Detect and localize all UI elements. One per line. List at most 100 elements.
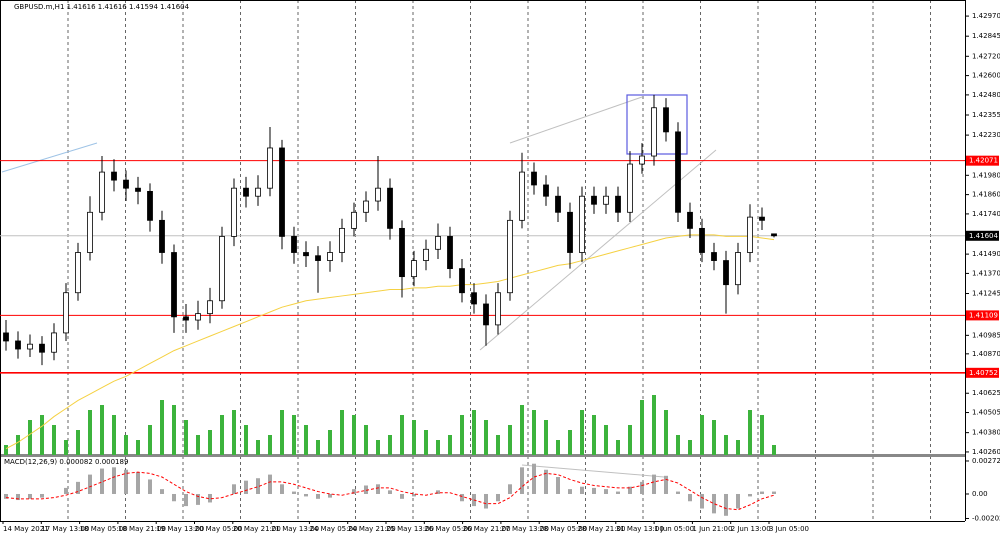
y-tick-label: 1.41370 <box>972 269 1000 277</box>
y-tick-label: 1.42480 <box>972 91 1000 99</box>
macd-bar <box>16 493 20 501</box>
macd-bar <box>484 493 488 509</box>
macd-bar <box>304 493 308 497</box>
volume-bar <box>136 440 140 455</box>
y-tick-label: 1.42970 <box>972 12 1000 20</box>
macd-bar <box>568 489 572 494</box>
y-tick-label: 1.42720 <box>972 52 1000 60</box>
level-label: 1.42071 <box>969 157 998 165</box>
candle-body <box>459 268 465 294</box>
candle-body <box>699 227 705 253</box>
y-tick-label: -0.002022 <box>972 514 1000 522</box>
macd-bar <box>364 485 368 494</box>
macd-bar <box>520 467 524 494</box>
candle-body <box>435 236 441 250</box>
candle-body <box>375 187 381 202</box>
volume-bar <box>400 415 404 455</box>
macd-bar <box>772 491 776 494</box>
candle-body <box>27 343 33 350</box>
volume-bar <box>316 440 320 455</box>
candle-body <box>351 211 357 229</box>
volume-bar <box>244 425 248 455</box>
volume-bar <box>508 425 512 455</box>
volume-bar <box>148 425 152 455</box>
trendline <box>509 96 643 144</box>
macd-bar <box>652 474 656 494</box>
volume-bar <box>364 425 368 455</box>
y-tick-label: 0.002724 <box>972 457 1000 465</box>
volume-bar <box>124 435 128 455</box>
x-tick-label: 1 Jun 05:00 <box>654 525 694 533</box>
x-tick-label: 19 May 13:00 <box>156 525 204 533</box>
macd-bar <box>412 493 416 497</box>
volume-bar <box>676 435 680 455</box>
macd-bar <box>112 467 116 494</box>
candle-body <box>291 236 297 253</box>
macd-bar <box>400 493 404 499</box>
volume-bar <box>412 420 416 455</box>
volume-bar <box>544 420 548 455</box>
candle-body <box>471 292 477 305</box>
y-tick-label: 1.40985 <box>972 331 1000 339</box>
volume-bar <box>280 410 284 455</box>
macd-bar <box>76 481 80 494</box>
x-tick-label: 25 May 13:00 <box>386 525 434 533</box>
x-tick-label: 26 May 21:00 <box>463 525 511 533</box>
volume-bar <box>40 415 44 455</box>
volume-bar <box>160 400 164 455</box>
y-tick-label: 1.41245 <box>972 290 1000 298</box>
candle-body <box>411 260 417 278</box>
volume-bar <box>4 445 8 455</box>
volume-bar <box>196 435 200 455</box>
y-tick-label: 1.40260 <box>972 448 1000 456</box>
level-label: 1.41109 <box>969 311 998 319</box>
volume-bar <box>112 415 116 455</box>
macd-bar <box>280 484 284 494</box>
candle-body <box>243 187 249 197</box>
x-tick-label: 18 May 05:00 <box>80 525 128 533</box>
volume-bar <box>448 435 452 455</box>
x-tick-label: 17 May 13:00 <box>41 525 89 533</box>
macd-bar <box>148 479 152 494</box>
level-label-bg <box>966 155 999 166</box>
volume-bar <box>484 420 488 455</box>
volume-bar <box>436 440 440 455</box>
macd-bar <box>592 487 596 494</box>
volume-bar <box>472 410 476 455</box>
volume-bar <box>424 430 428 455</box>
macd-bar <box>88 474 92 494</box>
y-tick-label: 1.42845 <box>972 32 1000 40</box>
candle-body <box>159 219 165 253</box>
volume-bar <box>700 415 704 455</box>
candle-body <box>759 216 765 221</box>
candle-body <box>219 236 225 302</box>
macd-bar <box>160 489 164 494</box>
volume-bar <box>352 415 356 455</box>
trendline <box>1 142 98 173</box>
macd-bar <box>688 493 692 502</box>
candle-body <box>519 171 525 221</box>
volume-bar <box>208 430 212 455</box>
macd-bar <box>64 487 68 494</box>
candle-body <box>651 107 657 157</box>
level-label-bg <box>966 367 999 378</box>
candle-body <box>123 179 129 189</box>
macd-bar <box>496 493 500 502</box>
candle-body <box>3 332 9 342</box>
volume-bar <box>652 395 656 455</box>
candle-body <box>423 248 429 261</box>
candle-body <box>495 292 501 326</box>
x-tick-label: 1 Jun 21:00 <box>692 525 732 533</box>
candle-body <box>267 147 273 189</box>
candle-body <box>327 252 333 261</box>
y-tick-label: 1.41740 <box>972 210 1000 218</box>
chart-title: GBPUSD.m,H1 1.41616 1.41616 1.41594 1.41… <box>14 3 190 11</box>
candle-body <box>195 313 201 321</box>
macd-bar <box>196 493 200 505</box>
volume-bar <box>304 425 308 455</box>
volume-bar <box>100 405 104 455</box>
candle-body <box>183 316 189 321</box>
y-tick-label: 1.41980 <box>972 171 1000 179</box>
volume-bar <box>292 415 296 455</box>
